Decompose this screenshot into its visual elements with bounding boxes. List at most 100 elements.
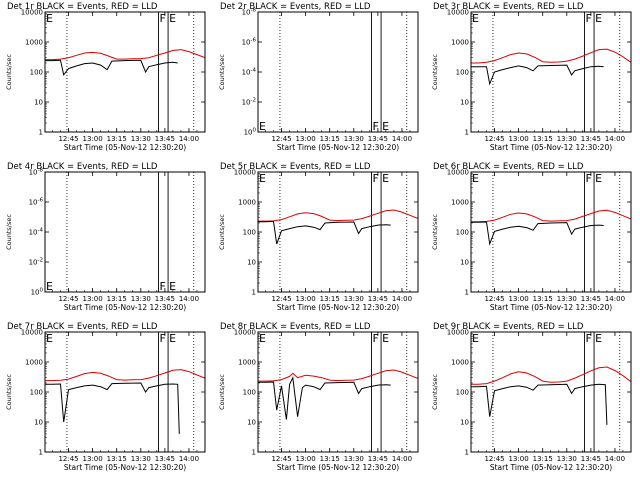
x-tick-label: 13:15 xyxy=(533,295,553,303)
x-tick-label: 12:45 xyxy=(58,295,78,303)
x-tick-label: 13:30 xyxy=(131,295,151,303)
x-axis-label: Start Time (05-Nov-12 12:30:20) xyxy=(490,303,612,312)
flare-marker-f: F xyxy=(585,172,591,185)
x-tick-label: 12:45 xyxy=(484,295,504,303)
y-tick-label: 10-4 xyxy=(29,228,44,237)
x-tick-label: 13:00 xyxy=(296,455,316,463)
y-tick-label: 10-8 xyxy=(242,8,257,17)
y-tick-label: 1 xyxy=(465,129,469,137)
start-marker-e: E xyxy=(472,12,479,25)
y-axis-label: Counts/sec xyxy=(218,214,226,250)
y-tick-label: 100 xyxy=(456,389,469,397)
y-tick-label: 1000 xyxy=(451,359,469,367)
y-tick-label: 10 xyxy=(247,419,256,427)
end-marker-e: E xyxy=(595,332,602,345)
panel-det-1r: Det 1r BLACK = Events, RED = LLD Counts/s… xyxy=(5,2,206,152)
y-tick-label: 100 xyxy=(244,128,257,137)
x-tick-label: 13:15 xyxy=(320,135,340,143)
y-tick-label: 10-6 xyxy=(29,198,44,207)
plot-area-frame xyxy=(44,11,206,133)
x-axis-label: Start Time (05-Nov-12 12:30:20) xyxy=(277,463,399,472)
x-axis-label: Start Time (05-Nov-12 12:30:20) xyxy=(277,303,399,312)
x-tick-label: 13:30 xyxy=(344,295,364,303)
series-line-events xyxy=(258,375,391,420)
y-tick-label: 10000 xyxy=(234,329,256,337)
plot-area-frame xyxy=(470,331,632,453)
y-tick-label: 10000 xyxy=(447,169,469,177)
y-axis-label: Counts/sec xyxy=(431,214,439,250)
y-tick-label: 10-4 xyxy=(242,68,257,77)
panel-title: Det 6r BLACK = Events, RED = LLD xyxy=(433,162,584,172)
y-tick-label: 1 xyxy=(252,289,256,297)
start-marker-e: E xyxy=(259,332,266,345)
x-tick-label: 13:45 xyxy=(368,295,388,303)
start-marker-e: E xyxy=(259,120,266,133)
series-line-lld xyxy=(258,369,418,382)
x-tick-label: 13:30 xyxy=(344,455,364,463)
y-axis-label: Counts/sec xyxy=(5,214,13,250)
panel-title: Det 1r BLACK = Events, RED = LLD xyxy=(7,2,158,12)
y-tick-label: 1 xyxy=(39,449,43,457)
end-marker-e: E xyxy=(595,172,602,185)
series-line-lld xyxy=(471,209,631,223)
x-tick-label: 13:30 xyxy=(557,135,577,143)
y-tick-label: 10-6 xyxy=(242,38,257,47)
y-tick-label: 10 xyxy=(34,99,43,107)
x-tick-label: 14:00 xyxy=(605,295,625,303)
x-tick-label: 14:00 xyxy=(179,295,199,303)
x-tick-label: 13:00 xyxy=(509,135,529,143)
panel-det-9r: Det 9r BLACK = Events, RED = LLD Counts/s… xyxy=(431,322,632,472)
end-marker-e: E xyxy=(169,332,176,345)
flare-marker-f: F xyxy=(159,12,165,25)
x-axis-label: Start Time (05-Nov-12 12:30:20) xyxy=(490,143,612,152)
panel-title: Det 7r BLACK = Events, RED = LLD xyxy=(7,322,158,332)
plot-area-frame xyxy=(44,331,206,453)
x-tick-label: 13:45 xyxy=(155,455,175,463)
y-tick-label: 100 xyxy=(30,389,43,397)
plot-area-frame xyxy=(257,171,419,293)
y-tick-label: 100 xyxy=(456,229,469,237)
x-tick-label: 13:00 xyxy=(83,135,103,143)
y-tick-label: 10 xyxy=(247,259,256,267)
x-tick-label: 12:45 xyxy=(58,135,78,143)
x-tick-label: 13:15 xyxy=(107,135,127,143)
y-tick-label: 1 xyxy=(252,449,256,457)
plot-area-frame xyxy=(470,171,632,293)
x-axis-label: Start Time (05-Nov-12 12:30:20) xyxy=(64,143,186,152)
y-tick-label: 1000 xyxy=(238,199,256,207)
x-tick-label: 13:15 xyxy=(320,295,340,303)
series-line-lld xyxy=(45,49,205,61)
y-tick-label: 10-8 xyxy=(29,168,44,177)
x-tick-label: 14:00 xyxy=(605,135,625,143)
x-tick-label: 13:00 xyxy=(83,455,103,463)
flare-marker-f: F xyxy=(585,332,591,345)
panel-title: Det 4r BLACK = Events, RED = LLD xyxy=(7,162,158,172)
y-tick-label: 10000 xyxy=(447,329,469,337)
start-marker-e: E xyxy=(46,12,53,25)
x-tick-label: 13:45 xyxy=(155,135,175,143)
panel-title: Det 2r BLACK = Events, RED = LLD xyxy=(220,2,371,12)
start-marker-e: E xyxy=(46,332,53,345)
x-tick-label: 13:00 xyxy=(296,295,316,303)
x-axis-label: Start Time (05-Nov-12 12:30:20) xyxy=(277,143,399,152)
x-tick-label: 12:45 xyxy=(271,455,291,463)
x-tick-label: 13:30 xyxy=(131,135,151,143)
panel-det-2r: Det 2r BLACK = Events, RED = LLD Counts/s… xyxy=(218,2,419,152)
y-tick-label: 10-2 xyxy=(242,98,256,107)
x-tick-label: 13:30 xyxy=(557,455,577,463)
x-tick-label: 13:30 xyxy=(344,135,364,143)
x-tick-label: 13:45 xyxy=(155,295,175,303)
x-axis-label: Start Time (05-Nov-12 12:30:20) xyxy=(64,303,186,312)
y-tick-label: 1000 xyxy=(238,359,256,367)
x-tick-label: 14:00 xyxy=(179,455,199,463)
panel-title: Det 3r BLACK = Events, RED = LLD xyxy=(433,2,584,12)
y-axis-label: Counts/sec xyxy=(218,374,226,410)
panel-title: Det 8r BLACK = Events, RED = LLD xyxy=(220,322,371,332)
y-tick-label: 1000 xyxy=(451,199,469,207)
series-line-events xyxy=(471,64,604,86)
panel-det-3r: Det 3r BLACK = Events, RED = LLD Counts/s… xyxy=(431,2,632,152)
start-marker-e: E xyxy=(46,280,53,293)
x-tick-label: 13:15 xyxy=(533,455,553,463)
x-tick-label: 13:30 xyxy=(131,455,151,463)
x-tick-label: 13:00 xyxy=(509,455,529,463)
